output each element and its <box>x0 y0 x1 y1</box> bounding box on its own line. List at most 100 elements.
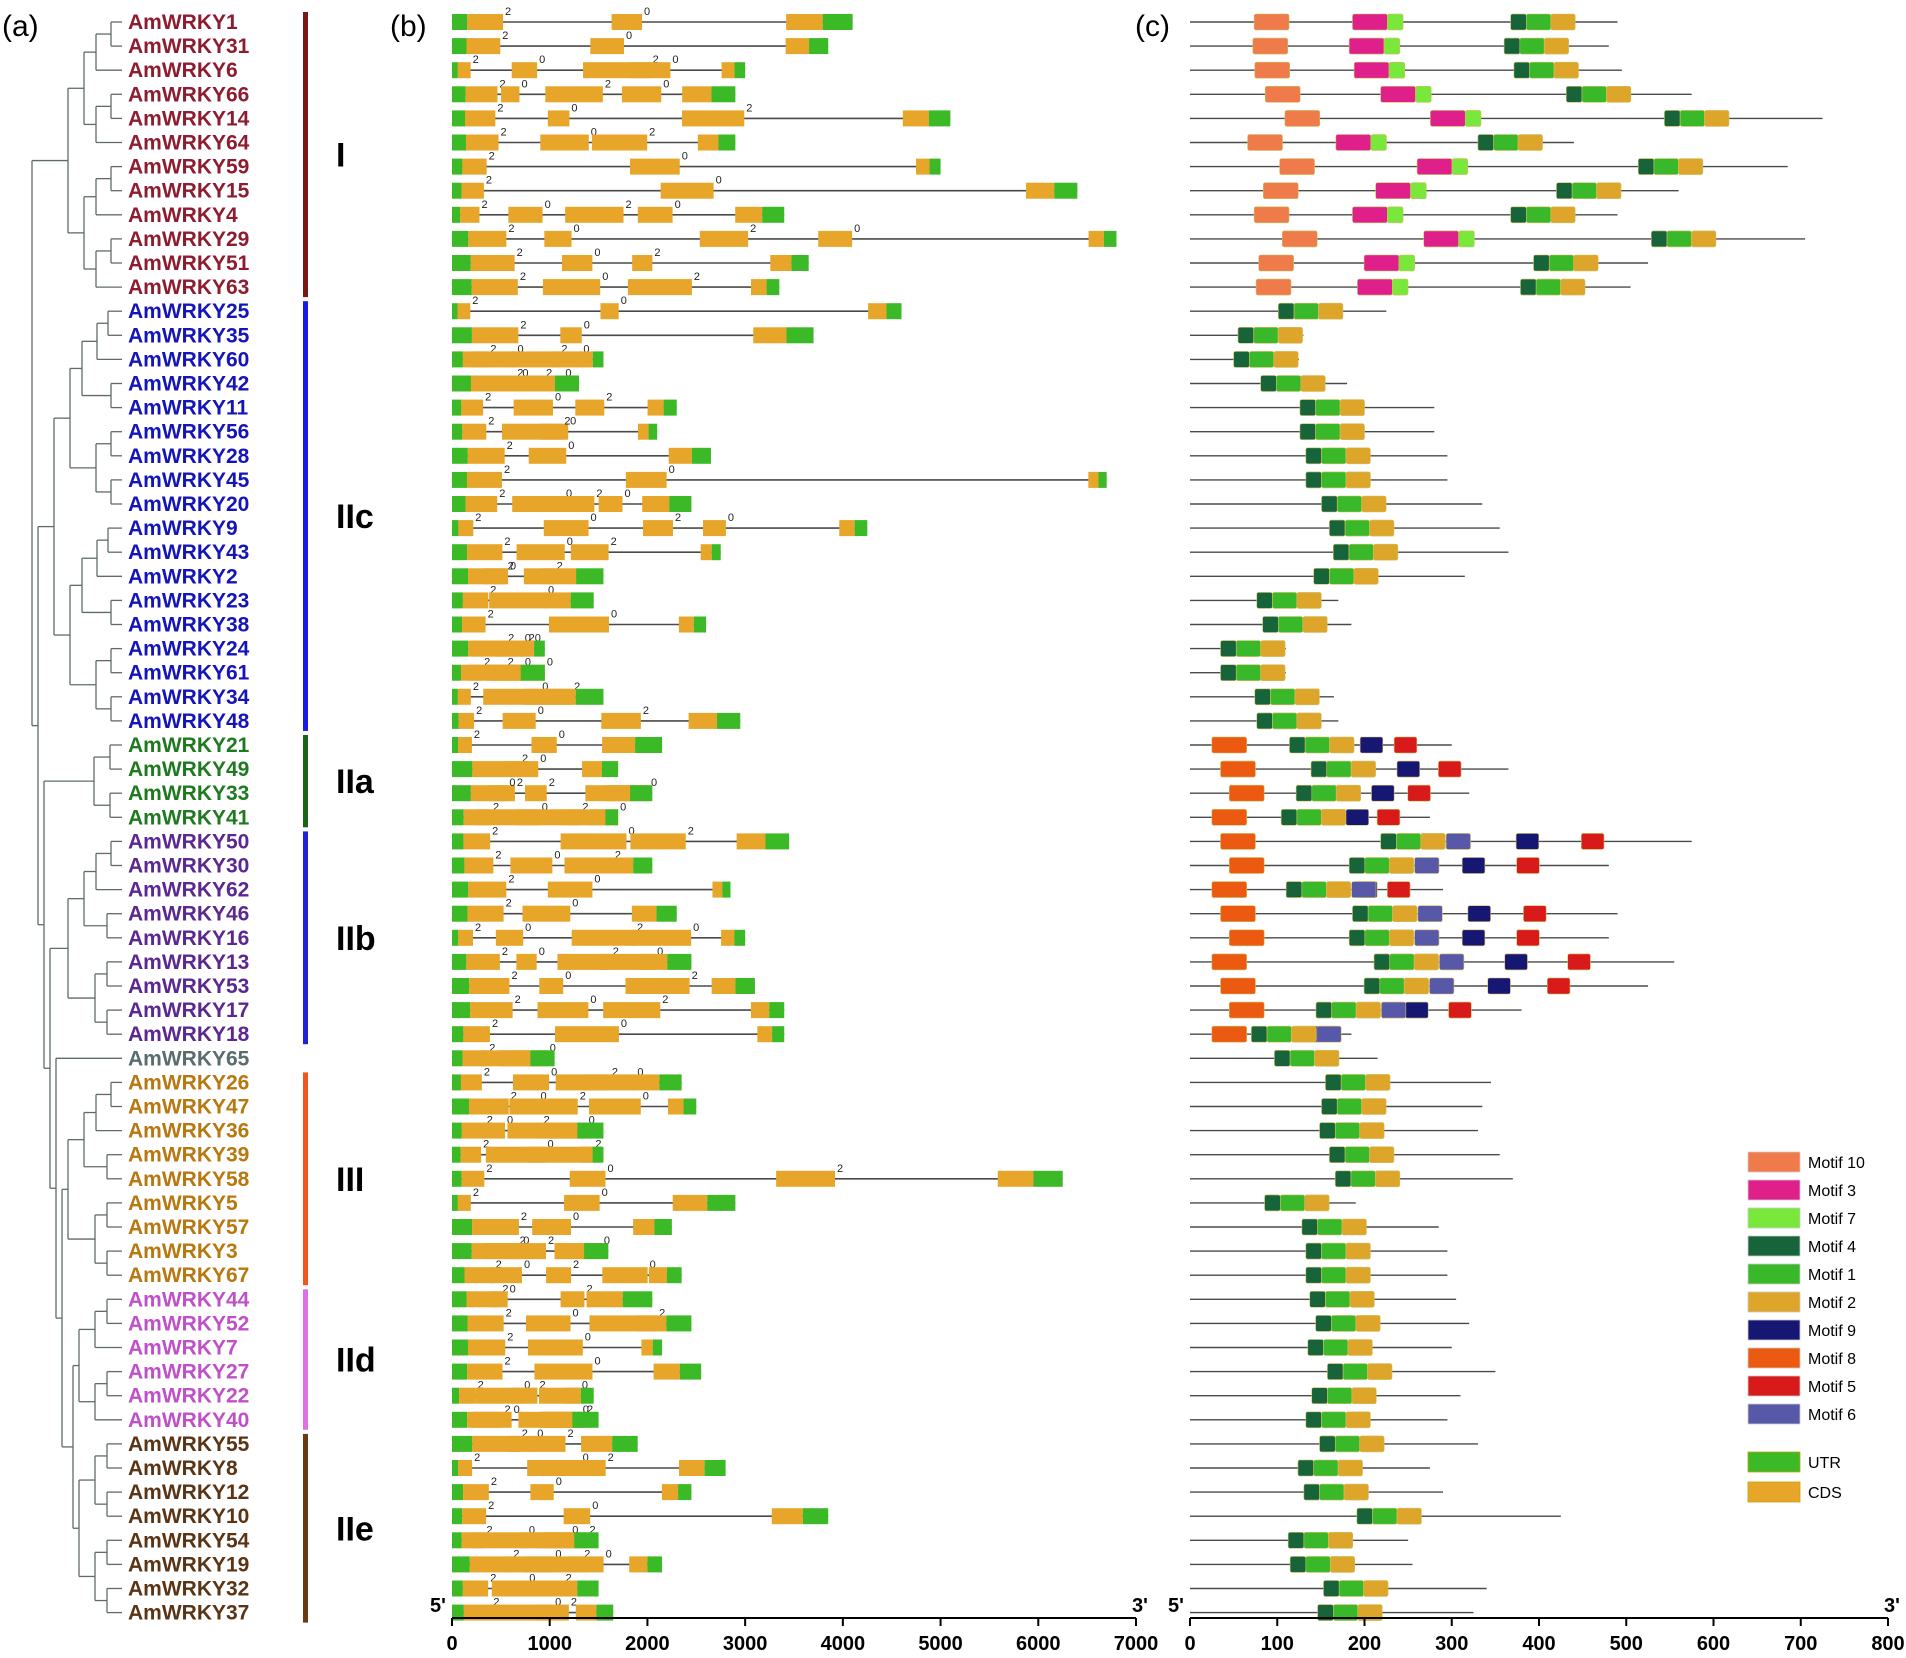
cds-block <box>471 1532 527 1549</box>
intron-phase: 2 <box>517 368 523 380</box>
intron-phase: 2 <box>653 54 659 66</box>
motif-4 <box>1329 1146 1346 1163</box>
cds-block <box>516 953 537 970</box>
legend-swatch-motif-7 <box>1747 1207 1801 1229</box>
cds-block <box>629 1556 648 1573</box>
utr-block <box>769 1002 785 1019</box>
motif-2 <box>1343 1483 1369 1501</box>
motif-4 <box>1510 13 1527 31</box>
motif-4 <box>1233 351 1250 368</box>
utr-block <box>452 712 459 729</box>
utr-block <box>734 62 746 79</box>
utr-block <box>452 62 458 79</box>
intron-phase: 2 <box>522 1428 528 1440</box>
gene-label-amwrky36: AmWRKY36 <box>128 1120 249 1143</box>
cds-block <box>534 1363 593 1380</box>
motif-4 <box>1637 158 1655 175</box>
cds-block <box>459 1387 476 1404</box>
intron-phase: 2 <box>497 102 503 114</box>
motif-row-amwrky42 <box>1190 375 1348 392</box>
structure-amwrky17: 2 0 2 <box>452 994 785 1019</box>
panel-label-a: (a) <box>2 10 39 43</box>
utr-block <box>452 785 471 802</box>
motif-2 <box>1388 857 1415 874</box>
group-bar-iii <box>303 1072 308 1286</box>
legend-label-motif-1: Motif 1 <box>1808 1267 1856 1284</box>
motif-5 <box>1393 736 1418 754</box>
motif-2 <box>1349 1291 1375 1308</box>
utr-block <box>711 544 721 561</box>
intron-phase: 2 <box>502 1283 508 1295</box>
motif-2 <box>1345 471 1371 489</box>
cds-block <box>475 1387 523 1404</box>
utr-block <box>1033 1170 1063 1187</box>
motif-1 <box>1289 1050 1315 1067</box>
motif-4 <box>1305 471 1322 489</box>
cds-block <box>545 86 603 103</box>
cds-block <box>647 399 664 416</box>
motif-2 <box>1273 351 1299 368</box>
utr-block <box>452 447 468 464</box>
cds-block <box>637 206 673 223</box>
structure-amwrky32: 2 0 2 <box>452 1573 599 1597</box>
motif-row-amwrky24 <box>1190 640 1286 657</box>
legend-swatch-motif-8 <box>1747 1347 1801 1369</box>
legend-swatch-motif-10 <box>1747 1151 1801 1173</box>
motif-7 <box>1451 158 1469 175</box>
intron-phase: 2 <box>499 488 505 500</box>
motif-1 <box>1315 399 1341 416</box>
gene-label-amwrky55: AmWRKY55 <box>128 1433 250 1456</box>
motif-2 <box>1347 1339 1373 1356</box>
structure-amwrky11: 2 0 2 <box>452 392 677 416</box>
intron-phase: 2 <box>481 199 487 211</box>
cds-block <box>868 303 887 320</box>
intron-phase: 0 <box>565 970 571 982</box>
intron-phase: 2 <box>539 1380 545 1392</box>
utr-block <box>452 230 469 247</box>
cds-block <box>524 1556 583 1573</box>
motif-10 <box>1281 230 1318 248</box>
cds-block <box>467 1363 503 1380</box>
motif-9 <box>1396 760 1420 778</box>
motif-1 <box>1327 1387 1353 1404</box>
motif-row-amwrky31 <box>1190 37 1609 55</box>
motif-1 <box>1293 302 1319 320</box>
motif-8 <box>1211 953 1248 971</box>
intron-phase: 2 <box>675 512 681 524</box>
motif-1 <box>1344 519 1370 537</box>
motif-6 <box>1445 833 1471 850</box>
motif-2 <box>1375 1170 1401 1188</box>
structure-amwrky39: 2 0 2 <box>452 1139 604 1163</box>
motif-6 <box>1414 857 1440 874</box>
legend-label-motif-2: Motif 2 <box>1808 1295 1856 1312</box>
motif-row-amwrky7 <box>1190 1339 1452 1356</box>
cds-block <box>469 978 510 994</box>
cds-block <box>621 86 662 103</box>
cds-block <box>461 1170 485 1187</box>
motif-1 <box>1315 423 1341 441</box>
intron-phase: 2 <box>508 874 514 886</box>
motif-4 <box>1274 1050 1291 1067</box>
structure-amwrky50: 2 0 2 <box>452 825 790 850</box>
motif-5 <box>1581 833 1605 850</box>
cds-block <box>525 375 556 392</box>
utr-block <box>452 134 466 151</box>
utr-block <box>711 86 736 103</box>
motif-3 <box>1352 206 1388 224</box>
cds-block <box>770 255 792 271</box>
motif-10 <box>1247 134 1283 151</box>
intron-phase: 0 <box>550 1042 556 1054</box>
motif-tick-label: 100 <box>1261 1633 1294 1655</box>
gene-label-amwrky21: AmWRKY21 <box>128 734 250 757</box>
intron-phase: 0 <box>592 1500 598 1512</box>
cds-block <box>678 616 694 633</box>
utr-block <box>452 1604 464 1621</box>
intron-phase: 0 <box>535 633 541 645</box>
intron-phase: 2 <box>584 1548 590 1560</box>
